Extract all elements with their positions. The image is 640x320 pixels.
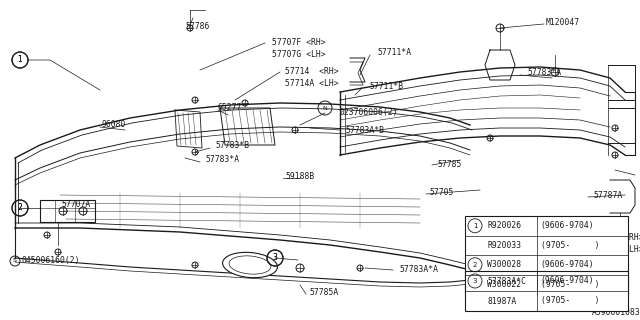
Text: 57786: 57786 xyxy=(185,22,209,31)
Text: 1: 1 xyxy=(473,223,477,229)
Text: 3: 3 xyxy=(473,278,477,284)
Text: S: S xyxy=(548,260,552,265)
Ellipse shape xyxy=(223,252,277,278)
Text: 57785: 57785 xyxy=(437,160,461,169)
Text: 57705: 57705 xyxy=(430,188,454,197)
Text: 2: 2 xyxy=(18,204,22,212)
Text: 57783*A: 57783*A xyxy=(528,68,562,77)
Text: W300022: W300022 xyxy=(487,280,521,289)
Text: 84927N <RH>: 84927N <RH> xyxy=(590,233,640,242)
Text: R920026: R920026 xyxy=(487,221,521,230)
Text: 57707G <LH>: 57707G <LH> xyxy=(272,50,326,59)
Text: 047406160(4): 047406160(4) xyxy=(557,258,616,267)
Text: (9705-     ): (9705- ) xyxy=(541,280,599,289)
Text: 57783A*A: 57783A*A xyxy=(400,265,439,274)
Text: 2: 2 xyxy=(473,262,477,268)
Text: 81987A: 81987A xyxy=(487,297,516,306)
Text: 57787A: 57787A xyxy=(594,191,623,200)
Text: (9705-     ): (9705- ) xyxy=(541,297,599,306)
Text: 96080: 96080 xyxy=(102,120,126,129)
Bar xyxy=(465,271,628,311)
Text: 59188B: 59188B xyxy=(285,172,314,181)
Text: 57704: 57704 xyxy=(568,272,593,281)
Text: 57714  <RH>: 57714 <RH> xyxy=(285,67,339,76)
Text: 1: 1 xyxy=(18,55,22,65)
Text: 57714A <LH>: 57714A <LH> xyxy=(285,79,339,88)
Text: W300028: W300028 xyxy=(487,260,521,269)
Text: 57783*A: 57783*A xyxy=(205,155,239,164)
Text: 57711*B: 57711*B xyxy=(370,82,404,91)
Text: 57711*A: 57711*A xyxy=(378,48,412,57)
Text: 65277: 65277 xyxy=(218,103,243,112)
Text: (9606-9704): (9606-9704) xyxy=(541,221,595,230)
Text: 57783*B: 57783*B xyxy=(215,141,249,150)
Text: 84927D <LH>: 84927D <LH> xyxy=(590,245,640,254)
Text: 57783A*C: 57783A*C xyxy=(487,276,526,285)
Text: M120047: M120047 xyxy=(546,18,580,27)
Text: A590001083: A590001083 xyxy=(592,308,640,317)
Bar xyxy=(40,200,95,222)
Bar xyxy=(465,216,628,294)
Text: (9606-9704): (9606-9704) xyxy=(541,260,595,269)
Text: 57785A: 57785A xyxy=(310,288,339,297)
Text: N: N xyxy=(323,106,328,110)
Text: (9705-     ): (9705- ) xyxy=(541,241,599,250)
Text: 023706006(2): 023706006(2) xyxy=(340,108,399,117)
Text: 2: 2 xyxy=(18,204,22,212)
Text: 045006160(2): 045006160(2) xyxy=(22,257,81,266)
Text: 57707F <RH>: 57707F <RH> xyxy=(272,38,326,47)
Text: 57707A: 57707A xyxy=(62,200,92,209)
Text: S: S xyxy=(13,259,17,263)
Text: 1: 1 xyxy=(18,55,22,65)
Text: 3: 3 xyxy=(273,253,277,262)
Text: 3: 3 xyxy=(273,253,277,262)
Text: (9606-9704): (9606-9704) xyxy=(541,276,595,285)
Text: R920033: R920033 xyxy=(487,241,521,250)
Text: 57783A*B: 57783A*B xyxy=(345,126,384,135)
